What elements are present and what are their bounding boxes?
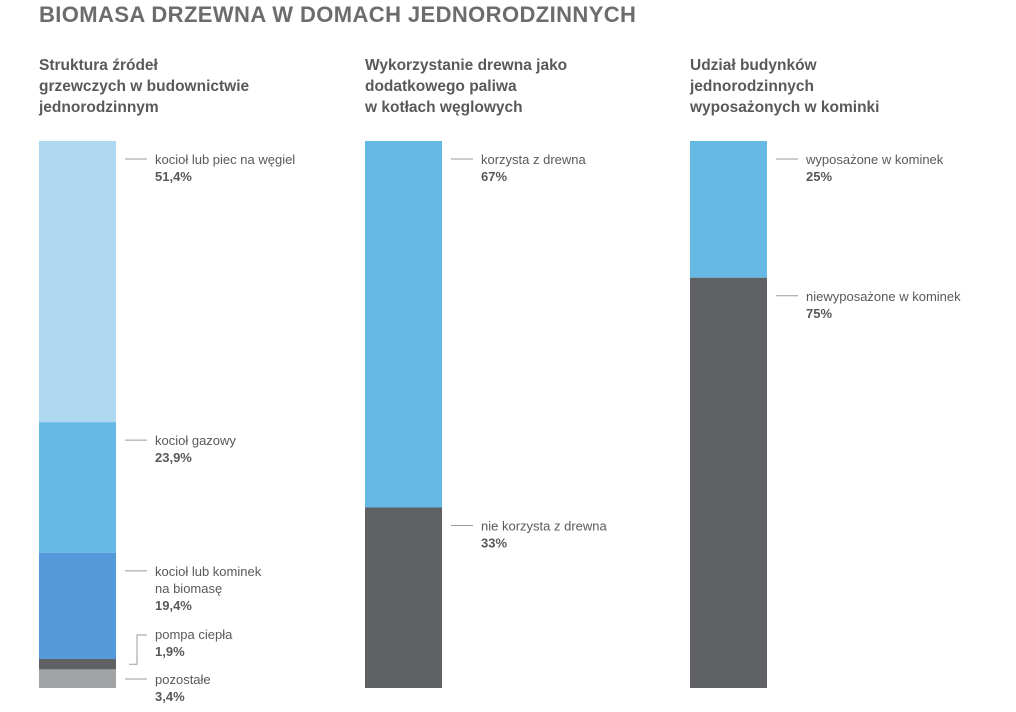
- segment-value-2-1: 75%: [806, 306, 832, 321]
- segment-value-0-3: 1,9%: [155, 644, 185, 659]
- segment-label-0-0: kocioł lub piec na węgiel: [155, 152, 295, 167]
- segment-label-0-2: na biomasę: [155, 581, 222, 596]
- segment-label-0-4: pozostałe: [155, 672, 211, 687]
- leader-line-0-3: [129, 634, 147, 665]
- bar-segment-0-1: [39, 422, 116, 553]
- segment-label-0-3: pompa ciepła: [155, 627, 233, 642]
- page-title: BIOMASA DRZEWNA W DOMACH JEDNORODZINNYCH: [39, 2, 637, 27]
- bar-segment-0-4: [39, 669, 116, 688]
- segment-value-0-4: 3,4%: [155, 689, 185, 704]
- segment-label-1-1: nie korzysta z drewna: [481, 519, 607, 534]
- bar-segment-2-0: [690, 141, 767, 278]
- segment-label-0-1: kocioł gazowy: [155, 433, 236, 448]
- segment-label-2-1: niewyposażone w kominek: [806, 289, 961, 304]
- segment-label-2-0: wyposażone w kominek: [805, 152, 944, 167]
- segment-label-1-0: korzysta z drewna: [481, 152, 587, 167]
- bar-segment-1-0: [365, 141, 442, 508]
- segment-value-0-0: 51,4%: [155, 169, 192, 184]
- segment-value-0-2: 19,4%: [155, 598, 192, 613]
- segment-value-2-0: 25%: [806, 169, 832, 184]
- bar-segment-1-1: [365, 507, 442, 688]
- chart-title-fireplaces: Udział budynków jednorodzinnych wyposażo…: [690, 57, 880, 116]
- segment-value-0-1: 23,9%: [155, 450, 192, 465]
- chart-title-wood-usage: Wykorzystanie drewna jako dodatkowego pa…: [365, 57, 568, 116]
- bar-segment-0-0: [39, 141, 116, 423]
- segment-label-0-2: kocioł lub kominek: [155, 564, 262, 579]
- segment-value-1-0: 67%: [481, 169, 507, 184]
- chart-title-heat-sources: Struktura źródeł grzewczych w budownictw…: [39, 57, 250, 116]
- segment-value-1-1: 33%: [481, 536, 507, 551]
- bar-segment-2-1: [690, 277, 767, 688]
- bar-segment-0-2: [39, 552, 116, 660]
- bar-segment-0-3: [39, 659, 116, 670]
